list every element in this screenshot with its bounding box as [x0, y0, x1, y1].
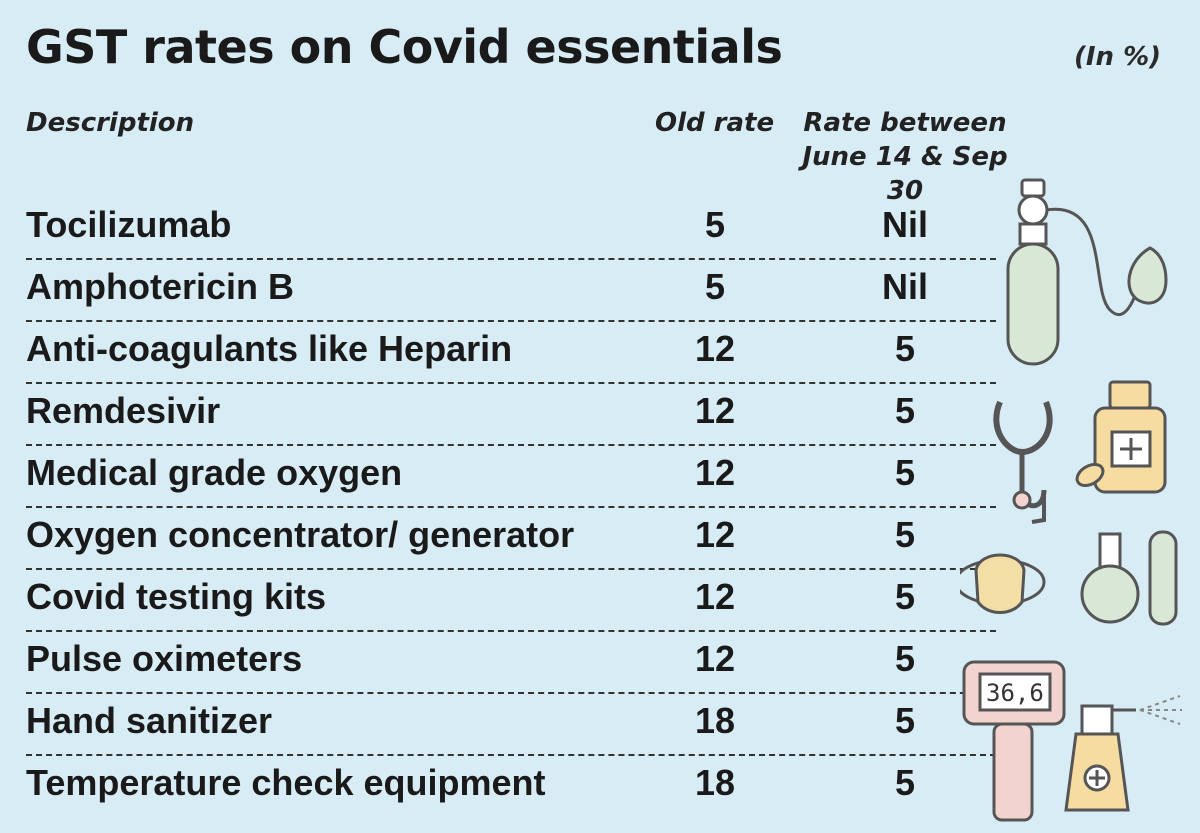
table-row: Tocilizumab 5 Nil [0, 196, 1200, 258]
row-new-rate: 5 [894, 638, 916, 679]
table-row: Remdesivir 12 5 [0, 382, 1200, 444]
row-new-rate: Nil [881, 266, 928, 307]
flask-icon [1080, 532, 1140, 624]
row-description: Amphotericin B [26, 266, 295, 307]
row-description: Medical grade oxygen [26, 452, 403, 493]
row-description: Remdesivir [26, 390, 221, 431]
table-row: Amphotericin B 5 Nil [0, 258, 1200, 320]
row-new-rate: 5 [894, 452, 916, 493]
column-header-new-rate-line1: Rate between [803, 108, 1007, 138]
test-tube-icon [1148, 530, 1178, 626]
row-divider [26, 506, 996, 508]
table-row: Hand sanitizer 18 5 [0, 692, 1200, 754]
table-row: Temperature check equipment 18 5 [0, 754, 1200, 816]
row-old-rate: 12 [694, 576, 736, 617]
row-description: Temperature check equipment [26, 762, 546, 803]
table-row: Medical grade oxygen 12 5 [0, 444, 1200, 506]
row-new-rate: 5 [894, 514, 916, 555]
unit-note: (In %) [1074, 42, 1162, 72]
row-description: Tocilizumab [26, 204, 232, 245]
column-header-old-rate: Old rate [655, 108, 775, 138]
row-new-rate: 5 [894, 576, 916, 617]
medical-illustrations: 36,6 [960, 178, 1182, 822]
row-old-rate: 18 [694, 762, 736, 803]
row-new-rate: 5 [894, 390, 916, 431]
row-description: Anti-coagulants like Heparin [26, 328, 513, 369]
stethoscope-icon [993, 400, 1053, 524]
row-new-rate: 5 [894, 328, 916, 369]
table-row: Anti-coagulants like Heparin 12 5 [0, 320, 1200, 382]
table-row: Oxygen concentrator/ generator 12 5 [0, 506, 1200, 568]
medicine-bottle-icon [1075, 380, 1167, 494]
row-description: Pulse oximeters [26, 638, 303, 679]
row-old-rate: 12 [694, 390, 736, 431]
row-divider [26, 258, 996, 260]
oxygen-cylinder-icon [1006, 178, 1168, 366]
row-divider [26, 382, 996, 384]
thermometer-gun-icon: 36,6 [962, 660, 1066, 822]
row-divider [26, 444, 996, 446]
row-old-rate: 5 [704, 204, 726, 245]
column-header-new-rate-line2: June 14 & Sep 30 [802, 142, 1008, 206]
page-title: GST rates on Covid essentials [26, 20, 783, 74]
row-description: Covid testing kits [26, 576, 327, 617]
spray-bottle-icon [1064, 695, 1182, 812]
thermometer-reading: 36,6 [986, 679, 1044, 707]
column-header-new-rate: Rate between June 14 & Sep 30 [780, 106, 1030, 208]
row-old-rate: 12 [694, 514, 736, 555]
table-row: Covid testing kits 12 5 [0, 568, 1200, 630]
row-old-rate: 5 [704, 266, 726, 307]
row-description: Hand sanitizer [26, 700, 273, 741]
face-mask-icon [960, 553, 1046, 614]
row-divider [26, 630, 996, 632]
row-new-rate: 5 [894, 700, 916, 741]
row-divider [26, 320, 996, 322]
table-row: Pulse oximeters 12 5 [0, 630, 1200, 692]
row-old-rate: 12 [694, 638, 736, 679]
row-divider [26, 692, 996, 694]
row-divider [26, 754, 996, 756]
row-new-rate: Nil [881, 204, 928, 245]
row-description: Oxygen concentrator/ generator [26, 514, 575, 555]
row-old-rate: 18 [694, 700, 736, 741]
row-old-rate: 12 [694, 328, 736, 369]
row-old-rate: 12 [694, 452, 736, 493]
row-divider [26, 568, 996, 570]
column-header-description: Description [26, 108, 195, 138]
row-new-rate: 5 [894, 762, 916, 803]
